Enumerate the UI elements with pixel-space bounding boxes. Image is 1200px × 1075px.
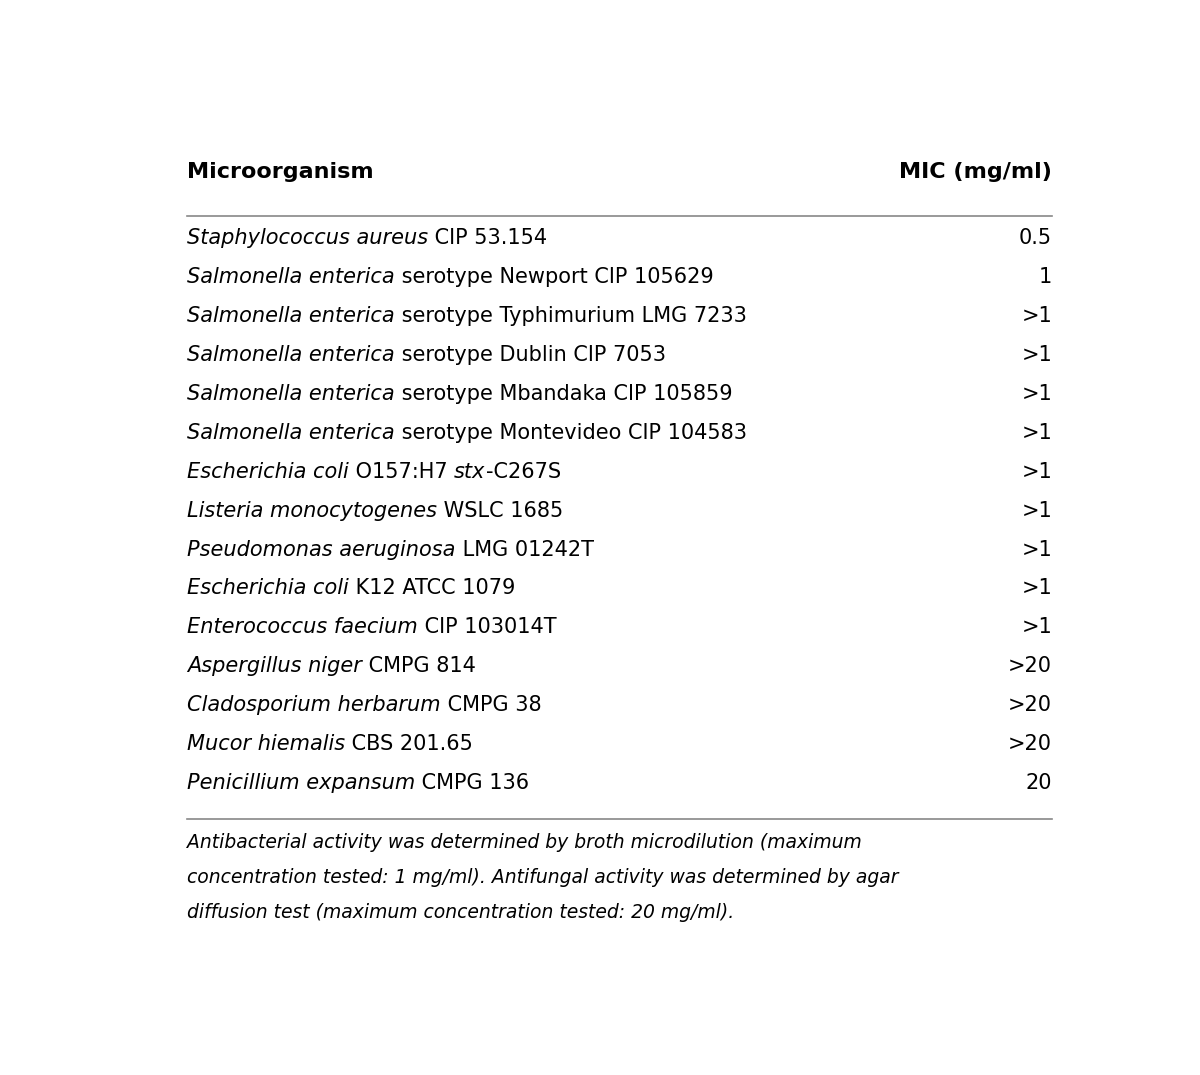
Text: O157:H7: O157:H7 xyxy=(349,462,454,482)
Text: >1: >1 xyxy=(1021,384,1052,404)
Text: Aspergillus niger: Aspergillus niger xyxy=(187,656,362,676)
Text: Pseudomonas aeruginosa: Pseudomonas aeruginosa xyxy=(187,540,456,560)
Text: stx: stx xyxy=(455,462,486,482)
Text: 20: 20 xyxy=(1026,773,1052,793)
Text: Mucor hiemalis: Mucor hiemalis xyxy=(187,734,346,754)
Text: serotype Mbandaka CIP 105859: serotype Mbandaka CIP 105859 xyxy=(395,384,732,404)
Text: Escherichia coli: Escherichia coli xyxy=(187,462,349,482)
Text: 0.5: 0.5 xyxy=(1019,228,1052,248)
Text: Microorganism: Microorganism xyxy=(187,162,374,182)
Text: Enterococcus faecium: Enterococcus faecium xyxy=(187,617,418,637)
Text: CMPG 136: CMPG 136 xyxy=(415,773,529,793)
Text: MIC (mg/ml): MIC (mg/ml) xyxy=(899,162,1052,182)
Text: >20: >20 xyxy=(1008,696,1052,715)
Text: Escherichia coli: Escherichia coli xyxy=(187,578,349,599)
Text: WSLC 1685: WSLC 1685 xyxy=(437,501,564,520)
Text: >20: >20 xyxy=(1008,734,1052,754)
Text: >1: >1 xyxy=(1021,306,1052,326)
Text: CMPG 814: CMPG 814 xyxy=(362,656,476,676)
Text: >1: >1 xyxy=(1021,422,1052,443)
Text: >1: >1 xyxy=(1021,578,1052,599)
Text: >1: >1 xyxy=(1021,462,1052,482)
Text: diffusion test (maximum concentration tested: 20 mg/ml).: diffusion test (maximum concentration te… xyxy=(187,903,734,922)
Text: Staphylococcus aureus: Staphylococcus aureus xyxy=(187,228,428,248)
Text: CMPG 38: CMPG 38 xyxy=(440,696,541,715)
Text: Salmonella enterica: Salmonella enterica xyxy=(187,306,395,326)
Text: -C267S: -C267S xyxy=(486,462,560,482)
Text: Salmonella enterica: Salmonella enterica xyxy=(187,422,395,443)
Text: Cladosporium herbarum: Cladosporium herbarum xyxy=(187,696,440,715)
Text: >1: >1 xyxy=(1021,617,1052,637)
Text: Salmonella enterica: Salmonella enterica xyxy=(187,268,395,287)
Text: >1: >1 xyxy=(1021,540,1052,560)
Text: LMG 01242T: LMG 01242T xyxy=(456,540,594,560)
Text: CIP 103014T: CIP 103014T xyxy=(418,617,557,637)
Text: Antibacterial activity was determined by broth microdilution (maximum: Antibacterial activity was determined by… xyxy=(187,833,862,852)
Text: serotype Newport CIP 105629: serotype Newport CIP 105629 xyxy=(395,268,714,287)
Text: serotype Dublin CIP 7053: serotype Dublin CIP 7053 xyxy=(395,345,666,366)
Text: Listeria monocytogenes: Listeria monocytogenes xyxy=(187,501,437,520)
Text: concentration tested: 1 mg/ml). Antifungal activity was determined by agar: concentration tested: 1 mg/ml). Antifung… xyxy=(187,869,899,887)
Text: Salmonella enterica: Salmonella enterica xyxy=(187,345,395,366)
Text: Penicillium expansum: Penicillium expansum xyxy=(187,773,415,793)
Text: >1: >1 xyxy=(1021,501,1052,520)
Text: Salmonella enterica: Salmonella enterica xyxy=(187,384,395,404)
Text: 1: 1 xyxy=(1039,268,1052,287)
Text: serotype Typhimurium LMG 7233: serotype Typhimurium LMG 7233 xyxy=(395,306,746,326)
Text: CBS 201.65: CBS 201.65 xyxy=(346,734,473,754)
Text: >1: >1 xyxy=(1021,345,1052,366)
Text: K12 ATCC 1079: K12 ATCC 1079 xyxy=(349,578,515,599)
Text: serotype Montevideo CIP 104583: serotype Montevideo CIP 104583 xyxy=(395,422,746,443)
Text: >20: >20 xyxy=(1008,656,1052,676)
Text: CIP 53.154: CIP 53.154 xyxy=(428,228,547,248)
